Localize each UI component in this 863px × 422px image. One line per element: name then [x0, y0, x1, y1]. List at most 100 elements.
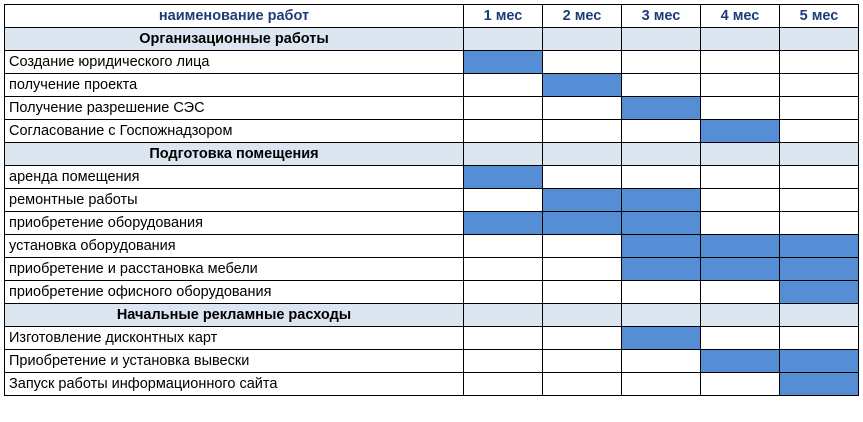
- empty-cell-month-1: [463, 326, 543, 350]
- empty-cell-month-3: [621, 119, 701, 143]
- empty-cell-month-4: [700, 96, 780, 120]
- header-month-1: 1 мес: [463, 4, 543, 28]
- empty-cell-month-5: [779, 50, 859, 74]
- empty-cell-month-4: [700, 73, 780, 97]
- section-month-cell: [621, 303, 701, 327]
- task-name: приобретение оборудования: [4, 211, 464, 235]
- gantt-bar-month-3: [621, 257, 701, 281]
- header-month-5: 5 мес: [779, 4, 859, 28]
- task-row: Получение разрешение СЭС: [4, 96, 859, 120]
- section-month-cell: [542, 303, 622, 327]
- task-row: приобретение офисного оборудования: [4, 280, 859, 304]
- section-row: Подготовка помещения: [4, 142, 859, 166]
- gantt-bar-month-5: [779, 280, 859, 304]
- section-month-cell: [463, 27, 543, 51]
- empty-cell-month-1: [463, 349, 543, 373]
- empty-cell-month-2: [542, 349, 622, 373]
- gantt-bar-month-2: [542, 211, 622, 235]
- gantt-bar-month-3: [621, 326, 701, 350]
- gantt-bar-month-4: [700, 119, 780, 143]
- task-name: приобретение офисного оборудования: [4, 280, 464, 304]
- gantt-bar-month-4: [700, 234, 780, 258]
- task-name: Запуск работы информационного сайта: [4, 372, 464, 396]
- empty-cell-month-3: [621, 165, 701, 189]
- empty-cell-month-3: [621, 372, 701, 396]
- gantt-bar-month-1: [463, 50, 543, 74]
- task-name: Получение разрешение СЭС: [4, 96, 464, 120]
- section-month-cell: [621, 27, 701, 51]
- task-row: установка оборудования: [4, 234, 859, 258]
- task-name: приобретение и расстановка мебели: [4, 257, 464, 281]
- task-name: ремонтные работы: [4, 188, 464, 212]
- empty-cell-month-4: [700, 211, 780, 235]
- empty-cell-month-2: [542, 50, 622, 74]
- empty-cell-month-1: [463, 257, 543, 281]
- empty-cell-month-3: [621, 280, 701, 304]
- task-name: получение проекта: [4, 73, 464, 97]
- empty-cell-month-2: [542, 372, 622, 396]
- section-month-cell: [779, 27, 859, 51]
- empty-cell-month-2: [542, 165, 622, 189]
- empty-cell-month-1: [463, 234, 543, 258]
- empty-cell-month-2: [542, 119, 622, 143]
- header-month-3: 3 мес: [621, 4, 701, 28]
- section-month-cell: [542, 142, 622, 166]
- task-row: приобретение оборудования: [4, 211, 859, 235]
- header-month-4: 4 мес: [700, 4, 780, 28]
- gantt-bar-month-2: [542, 73, 622, 97]
- empty-cell-month-1: [463, 73, 543, 97]
- empty-cell-month-1: [463, 280, 543, 304]
- task-name: установка оборудования: [4, 234, 464, 258]
- gantt-bar-month-3: [621, 188, 701, 212]
- empty-cell-month-5: [779, 188, 859, 212]
- empty-cell-month-2: [542, 257, 622, 281]
- task-row: ремонтные работы: [4, 188, 859, 212]
- section-title: Организационные работы: [4, 27, 464, 51]
- section-month-cell: [700, 27, 780, 51]
- empty-cell-month-1: [463, 119, 543, 143]
- header-month-2: 2 мес: [542, 4, 622, 28]
- header-row: наименование работ 1 мес 2 мес 3 мес 4 м…: [4, 4, 859, 28]
- task-row: Запуск работы информационного сайта: [4, 372, 859, 396]
- task-row: получение проекта: [4, 73, 859, 97]
- gantt-bar-month-1: [463, 165, 543, 189]
- task-name: Создание юридического лица: [4, 50, 464, 74]
- empty-cell-month-5: [779, 165, 859, 189]
- empty-cell-month-5: [779, 326, 859, 350]
- gantt-bar-month-5: [779, 349, 859, 373]
- section-month-cell: [779, 142, 859, 166]
- gantt-bar-month-5: [779, 257, 859, 281]
- task-row: Создание юридического лица: [4, 50, 859, 74]
- empty-cell-month-4: [700, 50, 780, 74]
- section-month-cell: [779, 303, 859, 327]
- task-name: Согласование с Госпожнадзором: [4, 119, 464, 143]
- section-title: Начальные рекламные расходы: [4, 303, 464, 327]
- task-row: Изготовление дисконтных карт: [4, 326, 859, 350]
- empty-cell-month-4: [700, 326, 780, 350]
- gantt-bar-month-4: [700, 257, 780, 281]
- gantt-bar-month-3: [621, 234, 701, 258]
- section-month-cell: [700, 142, 780, 166]
- empty-cell-month-5: [779, 96, 859, 120]
- empty-cell-month-1: [463, 372, 543, 396]
- empty-cell-month-3: [621, 73, 701, 97]
- header-name-column: наименование работ: [4, 4, 464, 28]
- task-name: Приобретение и установка вывески: [4, 349, 464, 373]
- gantt-bar-month-1: [463, 211, 543, 235]
- section-row: Начальные рекламные расходы: [4, 303, 859, 327]
- gantt-bar-month-4: [700, 349, 780, 373]
- task-name: аренда помещения: [4, 165, 464, 189]
- gantt-bar-month-5: [779, 234, 859, 258]
- section-row: Организационные работы: [4, 27, 859, 51]
- gantt-bar-month-2: [542, 188, 622, 212]
- task-name: Изготовление дисконтных карт: [4, 326, 464, 350]
- section-title: Подготовка помещения: [4, 142, 464, 166]
- empty-cell-month-2: [542, 234, 622, 258]
- empty-cell-month-1: [463, 188, 543, 212]
- empty-cell-month-4: [700, 188, 780, 212]
- gantt-body: наименование работ 1 мес 2 мес 3 мес 4 м…: [4, 4, 859, 396]
- empty-cell-month-5: [779, 73, 859, 97]
- gantt-table: наименование работ 1 мес 2 мес 3 мес 4 м…: [4, 4, 859, 396]
- task-row: Приобретение и установка вывески: [4, 349, 859, 373]
- section-month-cell: [700, 303, 780, 327]
